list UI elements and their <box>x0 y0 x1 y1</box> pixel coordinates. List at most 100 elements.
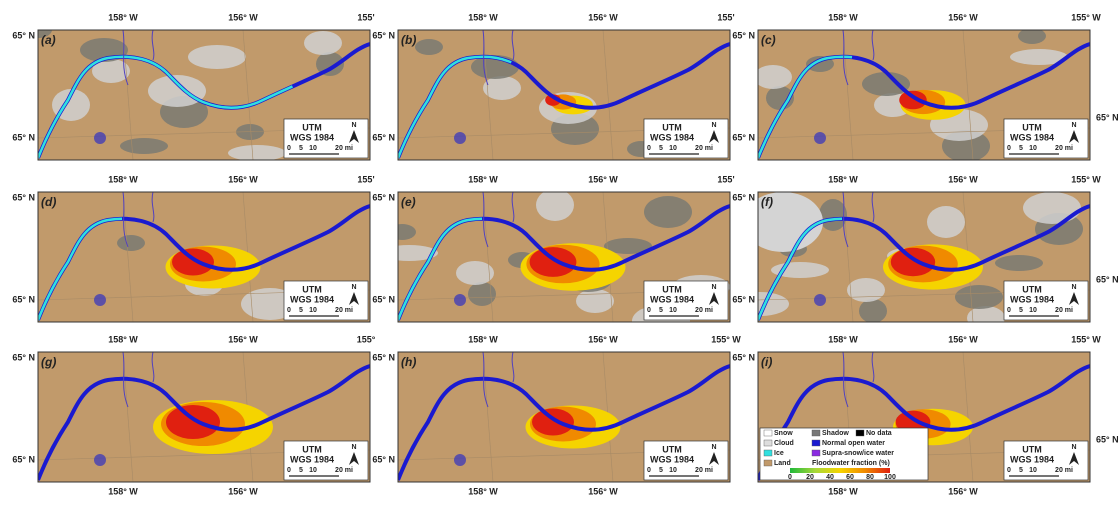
graticule <box>122 192 134 322</box>
scale-tick: 5 <box>659 467 663 474</box>
scale-line2: WGS 1984 <box>650 454 694 464</box>
left-label: 65° N <box>12 352 35 362</box>
flood-red <box>166 405 220 439</box>
scale-tick: 0 <box>647 145 651 152</box>
panel-label: (e) <box>401 195 416 209</box>
left-label: 65° N <box>732 192 755 202</box>
river <box>38 364 370 481</box>
north-label: N <box>351 284 356 291</box>
scale-tick: 20 mi <box>695 307 713 314</box>
tributary <box>482 30 515 86</box>
top-label: 158° W <box>828 12 858 22</box>
panel-label: (h) <box>401 355 416 369</box>
tributary <box>842 30 875 86</box>
top-label: 156° W <box>588 334 618 344</box>
scale-tick: 0 <box>1007 467 1011 474</box>
scale-line1: UTM <box>662 284 682 294</box>
scale-tick: 20 mi <box>335 145 353 152</box>
scale-line1: UTM <box>302 444 322 454</box>
cloud <box>228 145 286 160</box>
top-label: 156° W <box>948 334 978 344</box>
north-label: N <box>1071 284 1076 291</box>
top-label: 158° W <box>468 12 498 22</box>
fraction-bar <box>790 468 890 473</box>
top-label: 155° <box>357 334 376 344</box>
cloud <box>398 245 438 261</box>
left-label: 65° N <box>12 30 35 40</box>
cloud <box>644 196 692 228</box>
top-label: 155' <box>717 12 734 22</box>
scale-tick: 0 <box>287 467 291 474</box>
tributary <box>122 192 155 248</box>
bottom-label: 158° W <box>828 486 858 496</box>
north-arrow <box>1069 292 1079 305</box>
map-panel: (f) 158° W 156° W 155° W 65° N 65° N 65° N UTMW… <box>732 174 1118 323</box>
north-label: N <box>1071 122 1076 129</box>
lakes <box>814 132 826 144</box>
north-arrow <box>709 292 719 305</box>
flood-red <box>529 247 577 277</box>
cloud <box>148 75 206 107</box>
scale-line2: WGS 1984 <box>1010 132 1054 142</box>
scale-tick: 10 <box>309 307 317 314</box>
cloud <box>927 206 965 238</box>
scale-line2: WGS 1984 <box>1010 454 1054 464</box>
scale-line1: UTM <box>302 284 322 294</box>
north-arrow <box>349 452 359 465</box>
cloud <box>316 52 344 76</box>
scale-line1: UTM <box>662 122 682 132</box>
panel-label: (d) <box>41 195 56 209</box>
legend: Snow Shadow No data Cloud Normal open water I… <box>759 427 929 481</box>
lakes <box>814 294 826 306</box>
lakes <box>94 132 106 144</box>
ice <box>398 204 730 321</box>
scale-tick: 0 <box>1007 145 1011 152</box>
left-label: 65° N <box>12 192 35 202</box>
legend-swatch <box>855 429 865 437</box>
scale-tick: 10 <box>669 145 677 152</box>
cloud <box>967 306 1005 322</box>
lakes <box>454 454 466 466</box>
panel-frame <box>757 29 1091 161</box>
legend-swatch <box>763 429 773 437</box>
ice <box>758 42 1090 159</box>
left-label: 65° N <box>732 30 755 40</box>
flood-red <box>172 248 214 276</box>
cloud <box>120 138 168 154</box>
map-content <box>398 192 730 322</box>
cloud <box>955 285 1003 309</box>
legend-item: Normal open water <box>822 440 885 447</box>
top-label: 158° W <box>828 334 858 344</box>
river <box>758 364 1090 481</box>
north-arrow <box>1069 452 1079 465</box>
ice <box>38 42 370 159</box>
ice <box>398 42 730 159</box>
graticule <box>842 30 854 160</box>
lakes <box>454 132 466 144</box>
north-label: N <box>711 284 716 291</box>
fraction-tick: 100 <box>884 474 896 481</box>
map-content <box>758 30 1090 160</box>
left-label: 65° N <box>372 30 395 40</box>
top-label: 155° W <box>1071 12 1101 22</box>
map-content <box>38 192 370 322</box>
map-content <box>398 30 730 160</box>
scale-tick: 20 mi <box>695 145 713 152</box>
north-label: N <box>711 122 716 129</box>
scale-tick: 10 <box>669 307 677 314</box>
scale-line2: WGS 1984 <box>290 454 334 464</box>
north-arrow <box>349 292 359 305</box>
legend-swatch <box>811 449 821 457</box>
top-label: 158° W <box>108 174 138 184</box>
top-label: 156° W <box>948 174 978 184</box>
cloud <box>468 282 496 306</box>
cloud <box>1018 30 1046 44</box>
panel-frame <box>397 29 731 161</box>
cloud <box>604 238 652 254</box>
